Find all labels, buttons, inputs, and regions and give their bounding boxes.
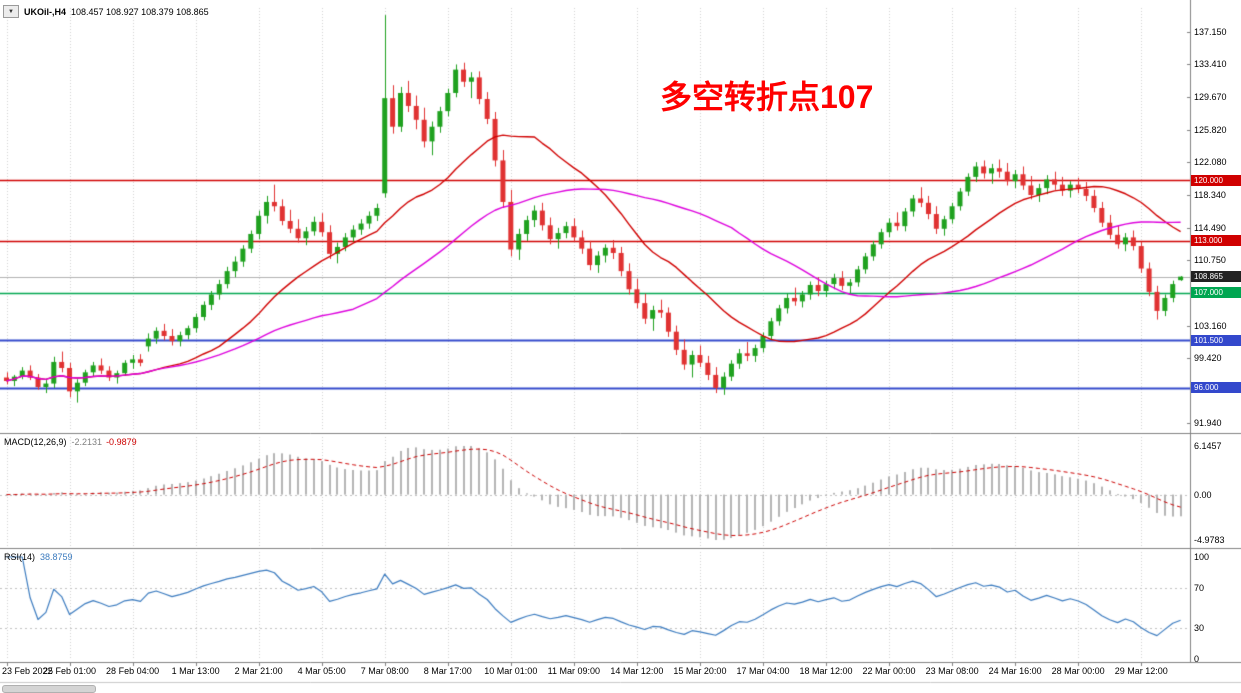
- rsi-axis-label: 0: [1194, 654, 1200, 664]
- price-level-badge[interactable]: 107.000: [1191, 287, 1241, 299]
- symbol-dropdown-button[interactable]: ▼: [3, 5, 19, 18]
- macd-label: MACD(12,26,9) -2.2131 -0.9879: [4, 437, 137, 447]
- time-axis-label: 7 Mar 08:00: [360, 666, 409, 676]
- time-axis-label: 11 Mar 09:00: [547, 666, 601, 676]
- rsi-name: RSI(14): [4, 552, 36, 562]
- price-axis-label: 114.490: [1194, 222, 1226, 233]
- time-axis-label: 28 Mar 00:00: [1051, 666, 1105, 676]
- current-price-badge: 108.865: [1191, 271, 1241, 283]
- time-axis-label: 18 Mar 12:00: [799, 666, 853, 676]
- rsi-value: 38.8759: [40, 552, 73, 562]
- rsi-axis-label: 30: [1194, 623, 1205, 634]
- time-axis-label: 28 Feb 04:00: [106, 666, 160, 676]
- time-axis-label: 8 Mar 17:00: [423, 666, 472, 676]
- price-level-badge[interactable]: 120.000: [1191, 174, 1241, 186]
- price-axis-label: 91.940: [1194, 418, 1222, 428]
- time-axis-label: 1 Mar 13:00: [171, 666, 220, 676]
- macd-name: MACD(12,26,9): [4, 437, 67, 447]
- time-axis-label: 10 Mar 01:00: [484, 666, 538, 676]
- price-level-badge[interactable]: 101.500: [1191, 334, 1241, 346]
- time-axis-label: 2 Mar 21:00: [234, 666, 283, 676]
- price-axis-label: 110.750: [1194, 255, 1226, 266]
- macd-axis-zero: 0.00: [1194, 489, 1212, 500]
- time-axis-label: 22 Mar 00:00: [862, 666, 916, 676]
- price-level-badge[interactable]: 113.000: [1191, 235, 1241, 247]
- rsi-axis-label: 100: [1194, 552, 1210, 562]
- price-axis-label: 137.150: [1194, 27, 1227, 37]
- annotation-text: 多空转折点107: [660, 79, 874, 115]
- time-axis-label: 15 Mar 20:00: [673, 666, 727, 676]
- time-axis-label: 25 Feb 01:00: [43, 666, 97, 676]
- macd-signal-value: -0.9879: [106, 437, 137, 447]
- chevron-down-icon: ▼: [8, 8, 14, 15]
- time-axis-label: 17 Mar 04:00: [736, 666, 790, 676]
- ohlc-values: 108.457 108.927 108.379 108.865: [71, 6, 209, 17]
- chart-title: ▼ UKOil-,H4 108.457 108.927 108.379 108.…: [3, 5, 209, 18]
- time-axis-label: 23 Mar 08:00: [925, 666, 979, 676]
- price-axis-label: 122.080: [1194, 157, 1227, 168]
- rsi-axis-label: 70: [1194, 582, 1205, 593]
- symbol-timeframe-label: UKOil-,H4: [24, 6, 67, 17]
- time-axis-label: 4 Mar 05:00: [297, 666, 346, 676]
- time-axis-label: 14 Mar 12:00: [610, 666, 664, 676]
- macd-main-value: -2.2131: [71, 437, 103, 447]
- price-axis-label: 99.420: [1194, 353, 1222, 364]
- price-axis-label: 125.820: [1194, 124, 1227, 135]
- time-axis-label: 24 Mar 16:00: [988, 666, 1042, 676]
- rsi-label: RSI(14) 38.8759: [4, 552, 73, 562]
- price-level-badge[interactable]: 96.000: [1191, 382, 1241, 394]
- time-axis-label: 23 Feb 2022: [2, 666, 53, 676]
- price-axis-label: 133.410: [1194, 59, 1227, 70]
- price-axis-label: 118.340: [1194, 189, 1226, 200]
- price-axis-label: 103.160: [1194, 320, 1227, 331]
- macd-axis-min: -4.9783: [1194, 535, 1225, 545]
- price-axis-label: 129.670: [1194, 91, 1227, 102]
- time-axis-label: 29 Mar 12:00: [1114, 666, 1168, 676]
- macd-axis-max: 6.1457: [1194, 441, 1222, 451]
